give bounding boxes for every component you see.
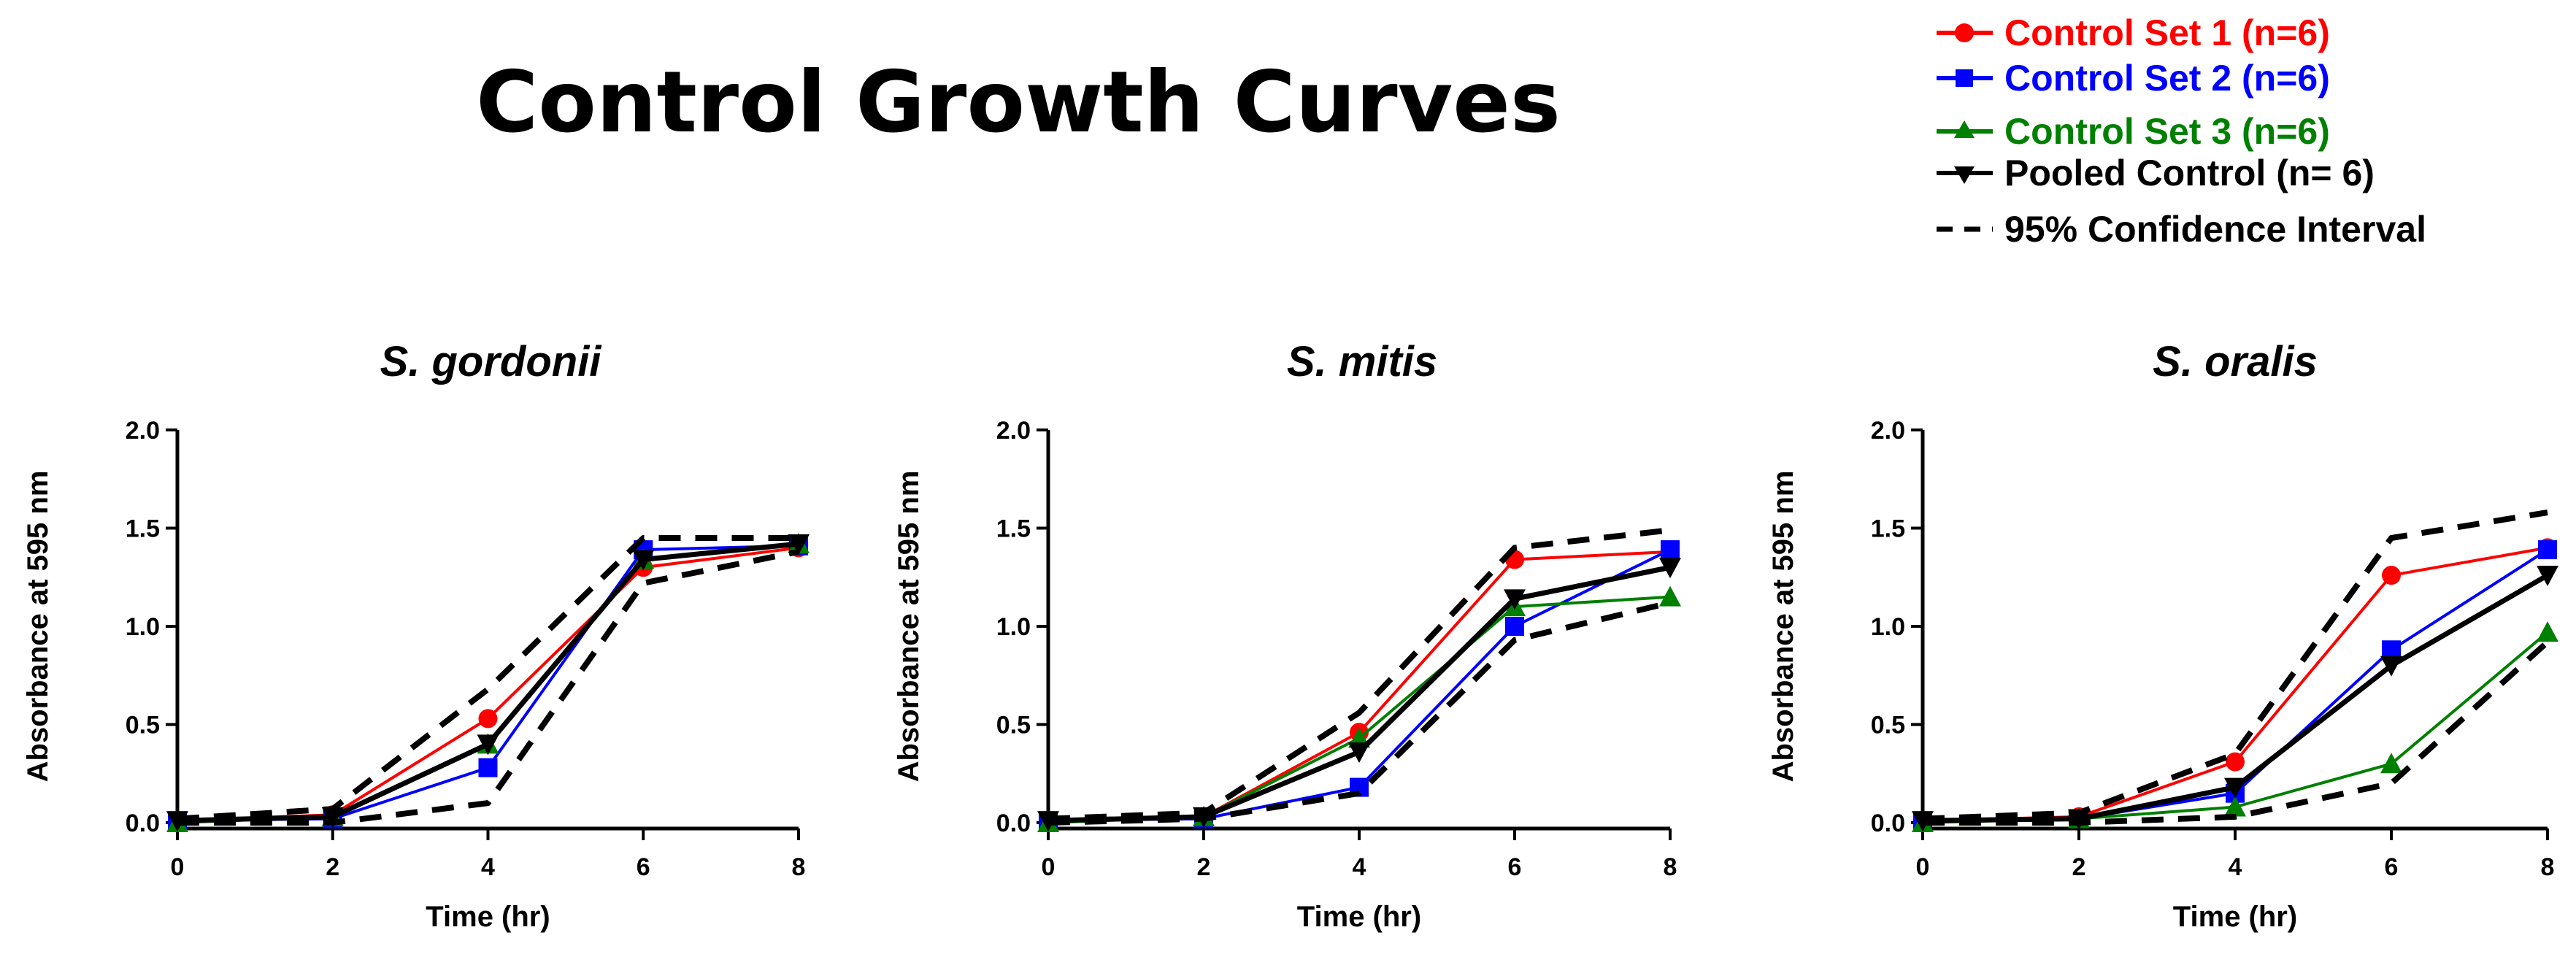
x-tick-label: 0	[1916, 853, 1930, 881]
series-line-95-ci-lower	[1047, 599, 1671, 826]
y-tick-label: 0.0	[1871, 810, 1905, 837]
y-tick-label: 0.5	[996, 712, 1031, 739]
y-tick-label: 0.0	[996, 810, 1031, 837]
y-tick-label: 1.5	[996, 515, 1031, 543]
data-point-control-set-2-n-6	[2538, 540, 2557, 560]
series-line-95-ci-upper	[1922, 510, 2548, 822]
x-tick-label: 8	[1664, 853, 1677, 881]
y-tick-label: 1.0	[996, 613, 1031, 641]
data-point-pooled-control-n-6	[1193, 807, 1215, 828]
data-point-pooled-control-n-6	[2380, 656, 2402, 677]
legend-item-control-set-2: Control Set 2 (n=6)	[1937, 58, 2330, 99]
y-axis-label: Absorbance at 595 nm	[22, 471, 54, 783]
y-tick-label: 0.5	[1871, 712, 1905, 739]
data-point-control-set-2-n-6	[478, 758, 498, 777]
y-tick-label: 0.5	[126, 712, 160, 739]
series-line-control-set-1-n-6	[177, 546, 799, 823]
data-point-control-set-3-n-6	[2537, 621, 2558, 642]
legend-label-pooled-control: Pooled Control (n= 6)	[2004, 153, 2375, 193]
series-line-control-set-2-n-6	[177, 544, 799, 823]
y-tick-label: 1.5	[1871, 515, 1905, 543]
series-line-pooled-control-n-6	[177, 541, 799, 823]
panel-s-mitis: S. mitis 0.0 0.5 1.0 1.5 2.0 0 2 4 6 8 Time (hr) Abs…	[893, 338, 1681, 933]
x-tick-label: 0	[171, 853, 185, 881]
data-point-control-set-1-n-6	[478, 709, 498, 729]
panel-s-oralis: S. oralis 0.0 0.5 1.0 1.5 2.0 0 2 4 6 8 Time (hr) Ab…	[1767, 338, 2558, 933]
legend-marker-square-icon	[1956, 69, 1973, 87]
data-point-control-set-1-n-6	[2226, 752, 2245, 772]
x-tick-label: 6	[637, 853, 650, 881]
data-point-pooled-control-n-6	[1348, 742, 1370, 764]
data-point-pooled-control-n-6	[477, 734, 499, 756]
series-line-control-set-3-n-6	[177, 542, 799, 824]
data-point-control-set-3-n-6	[2380, 753, 2402, 774]
data-point-control-set-2-n-6	[1661, 540, 1680, 560]
y-tick-label: 1.0	[126, 613, 160, 641]
figure-title: Control Growth Curves	[476, 53, 1561, 152]
legend-label-control-set-1: Control Set 1 (n=6)	[2004, 12, 2330, 53]
series-line-95-ci-lower	[1923, 639, 2550, 826]
legend-label-confidence-interval: 95% Confidence Interval	[2004, 209, 2426, 250]
y-tick-label: 0.0	[126, 810, 160, 837]
panel-title: S. gordonii	[380, 338, 603, 385]
x-tick-label: 8	[792, 853, 806, 881]
x-tick-label: 4	[481, 853, 495, 881]
x-axis-label: Time (hr)	[1297, 901, 1421, 933]
panel-title: S. oralis	[2153, 338, 2318, 385]
y-axis-label: Absorbance at 595 nm	[1767, 471, 1799, 783]
x-tick-label: 2	[1197, 853, 1211, 881]
data-point-pooled-control-n-6	[1037, 811, 1059, 832]
x-tick-label: 4	[1353, 853, 1366, 881]
panel-title: S. mitis	[1287, 338, 1437, 385]
legend-marker-circle-icon	[1955, 23, 1974, 42]
x-tick-label: 2	[326, 853, 339, 881]
data-point-pooled-control-n-6	[166, 811, 188, 832]
legend-item-confidence-interval: 95% Confidence Interval	[1937, 209, 2426, 250]
legend-marker-triangle-up-icon	[1954, 120, 1975, 138]
x-tick-label: 0	[1042, 853, 1056, 881]
legend-label-control-set-2: Control Set 2 (n=6)	[2004, 58, 2330, 99]
data-point-control-set-2-n-6	[1505, 617, 1524, 636]
legend-label-control-set-3: Control Set 3 (n=6)	[2004, 111, 2330, 152]
y-axis-label: Absorbance at 595 nm	[893, 471, 925, 783]
data-point-control-set-3-n-6	[2224, 796, 2246, 817]
legend-marker-triangle-down-icon	[1954, 166, 1975, 184]
data-point-control-set-1-n-6	[2382, 566, 2401, 585]
data-point-pooled-control-n-6	[1912, 811, 1934, 832]
y-tick-label: 2.0	[1871, 417, 1905, 445]
legend: Control Set 1 (n=6) Control Set 2 (n=6) …	[1937, 12, 2426, 250]
legend-item-control-set-1: Control Set 1 (n=6)	[1937, 12, 2330, 53]
y-tick-label: 2.0	[126, 417, 160, 445]
legend-item-control-set-3: Control Set 3 (n=6)	[1937, 111, 2330, 152]
y-tick-label: 1.0	[1871, 613, 1905, 641]
data-point-control-set-3-n-6	[1659, 585, 1681, 607]
data-point-pooled-control-n-6	[788, 534, 810, 556]
data-point-pooled-control-n-6	[1504, 589, 1526, 610]
data-point-pooled-control-n-6	[321, 807, 344, 828]
x-tick-label: 2	[2072, 853, 2086, 881]
series-line-95-ci-lower	[177, 548, 799, 826]
series-line-95-ci-upper	[1047, 527, 1671, 822]
panel-s-gordonii: S. gordonii 0.0 0.5 1.0 1.5 2.0 0 2 4 6 8 Time (hr)…	[22, 338, 810, 933]
x-axis-label: Time (hr)	[426, 901, 550, 933]
data-point-pooled-control-n-6	[2537, 566, 2558, 587]
x-tick-label: 8	[2541, 853, 2555, 881]
data-point-pooled-control-n-6	[632, 550, 655, 571]
y-tick-label: 2.0	[996, 417, 1031, 445]
data-point-pooled-control-n-6	[2224, 777, 2246, 799]
legend-item-pooled-control: Pooled Control (n= 6)	[1937, 153, 2375, 193]
x-tick-label: 6	[2385, 853, 2399, 881]
y-tick-label: 1.5	[126, 515, 160, 543]
data-point-pooled-control-n-6	[2068, 809, 2090, 830]
x-axis-label: Time (hr)	[2173, 901, 2297, 933]
data-point-pooled-control-n-6	[1659, 558, 1681, 579]
x-tick-label: 6	[1508, 853, 1522, 881]
x-tick-label: 4	[2229, 853, 2242, 881]
